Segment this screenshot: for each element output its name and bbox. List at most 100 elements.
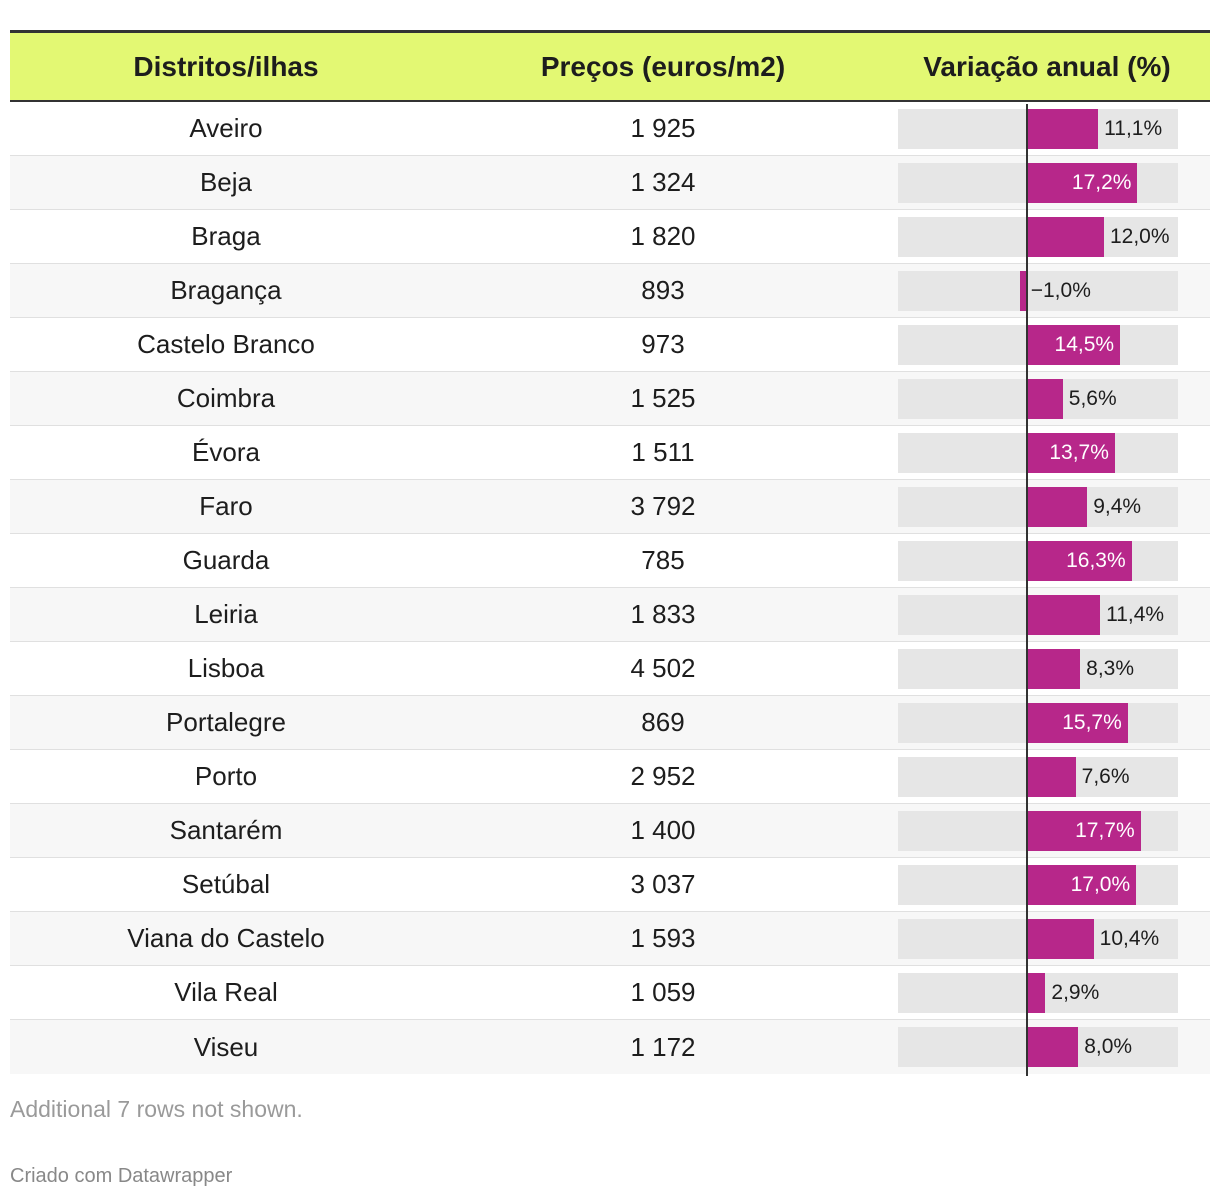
district-cell: Coimbra <box>176 383 276 413</box>
change-label: 8,3% <box>1086 657 1135 680</box>
district-cell: Aveiro <box>189 113 263 143</box>
price-cell: 973 <box>641 329 685 359</box>
price-cell: 4 502 <box>630 653 696 683</box>
change-label: 10,4% <box>1099 927 1160 950</box>
table-row: Beja 1 324 17,2% <box>10 156 1210 210</box>
district-cell: Portalegre <box>166 707 286 737</box>
header-price[interactable]: Preços (euros/m2) <box>540 50 786 82</box>
change-label: 2,9% <box>1051 981 1100 1004</box>
table-row: Portalegre 869 15,7% <box>10 696 1210 750</box>
change-bar <box>1026 487 1088 527</box>
change-bar <box>1026 649 1081 689</box>
change-label: 16,3% <box>1066 549 1126 572</box>
table-row: Porto 2 952 7,6% <box>10 750 1210 804</box>
change-bar <box>1026 919 1094 959</box>
header-change[interactable]: Variação anual (%) <box>923 50 1171 82</box>
price-cell: 1 925 <box>630 113 696 143</box>
table-row: Castelo Branco 973 14,5% <box>10 318 1210 372</box>
price-cell: 1 172 <box>630 1031 696 1062</box>
table-row: Guarda 785 16,3% <box>10 534 1210 588</box>
change-bar <box>1026 703 1128 743</box>
district-cell: Faro <box>199 491 253 521</box>
district-cell: Viana do Castelo <box>127 923 325 953</box>
table-row: Bragança 893 −1,0% <box>10 264 1210 318</box>
change-bar <box>1026 217 1104 257</box>
change-bar <box>1026 325 1121 365</box>
district-cell: Braga <box>191 221 261 251</box>
district-cell: Lisboa <box>187 653 265 683</box>
table-row: Santarém 1 400 17,7% <box>10 804 1210 858</box>
table-row: Aveiro 1 925 11,1% <box>10 102 1210 156</box>
district-cell: Santarém <box>169 815 283 845</box>
table-row: Évora 1 511 13,7% <box>10 426 1210 480</box>
district-cell: Setúbal <box>181 869 271 899</box>
table-row: Leiria 1 833 11,4% <box>10 588 1210 642</box>
data-table: Distritos/ilhas Preços (euros/m2) Variaç… <box>10 30 1210 1074</box>
price-cell: 2 952 <box>630 761 696 791</box>
district-cell: Castelo Branco <box>137 329 315 359</box>
district-cell: Évora <box>192 437 260 467</box>
change-label: 9,4% <box>1093 495 1142 518</box>
change-bar <box>1026 1027 1079 1067</box>
price-cell: 3 037 <box>630 869 696 899</box>
bar-track <box>898 271 1178 311</box>
price-cell: 1 400 <box>630 815 696 845</box>
change-label: 8,0% <box>1084 1035 1133 1058</box>
change-bar <box>1026 865 1137 905</box>
price-cell: 893 <box>641 275 685 305</box>
table-header: Distritos/ilhas Preços (euros/m2) Variaç… <box>10 30 1210 102</box>
rows-hidden-note: Additional 7 rows not shown. <box>10 1096 303 1122</box>
change-label: 17,2% <box>1071 171 1132 194</box>
table-row: Viana do Castelo 1 593 10,4% <box>10 912 1210 966</box>
district-cell: Porto <box>194 761 258 791</box>
change-label: 15,7% <box>1062 711 1122 734</box>
change-label: −1,0% <box>1030 279 1091 302</box>
change-label: 13,7% <box>1049 441 1109 464</box>
change-label: 17,7% <box>1075 819 1135 842</box>
bar-zero-axis <box>1026 104 1028 1076</box>
table-row: Viseu 1 172 8,0% <box>10 1020 1210 1074</box>
table-row: Lisboa 4 502 8,3% <box>10 642 1210 696</box>
table-row: Faro 3 792 9,4% <box>10 480 1210 534</box>
change-label: 7,6% <box>1081 765 1130 788</box>
district-cell: Beja <box>199 167 253 197</box>
change-label: 11,1% <box>1104 117 1163 140</box>
change-bar <box>1026 973 1046 1013</box>
price-cell: 785 <box>641 545 685 575</box>
table-row: Vila Real 1 059 2,9% <box>10 966 1210 1020</box>
change-bar <box>1026 163 1138 203</box>
price-cell: 1 059 <box>630 977 696 1007</box>
change-bar <box>1026 379 1063 419</box>
district-cell: Bragança <box>170 275 282 305</box>
table-body: Aveiro 1 925 11,1% Beja 1 324 17,2% Braga 1 820… <box>10 102 1210 1074</box>
price-cell: 1 511 <box>631 437 695 467</box>
table-row: Braga 1 820 12,0% <box>10 210 1210 264</box>
change-bar <box>1026 109 1099 149</box>
price-cell: 1 820 <box>630 221 696 251</box>
change-bar <box>1026 811 1141 851</box>
change-bar <box>1026 757 1076 797</box>
price-cell: 869 <box>641 707 685 737</box>
district-cell: Leiria <box>194 599 258 629</box>
change-label: 12,0% <box>1109 225 1170 248</box>
price-cell: 1 324 <box>630 167 696 197</box>
change-label: 11,4% <box>1106 603 1165 626</box>
change-bar <box>1026 595 1101 635</box>
price-cell: 1 525 <box>630 383 696 413</box>
change-label: 5,6% <box>1068 387 1117 410</box>
table-row: Setúbal 3 037 17,0% <box>10 858 1210 912</box>
change-bar <box>1026 433 1115 473</box>
datawrapper-credit: Criado com Datawrapper <box>10 1165 233 1187</box>
table-row: Coimbra 1 525 5,6% <box>10 372 1210 426</box>
change-label: 17,0% <box>1070 873 1131 896</box>
price-cell: 1 593 <box>630 923 696 953</box>
price-cell: 1 833 <box>630 599 696 629</box>
change-label: 14,5% <box>1054 333 1115 356</box>
change-bar <box>1026 541 1132 581</box>
district-cell: Viseu <box>193 1031 259 1062</box>
district-cell: Vila Real <box>174 977 278 1007</box>
district-cell: Guarda <box>182 545 270 575</box>
header-district[interactable]: Distritos/ilhas <box>133 50 319 82</box>
price-cell: 3 792 <box>630 491 696 521</box>
change-bar <box>1020 271 1027 311</box>
